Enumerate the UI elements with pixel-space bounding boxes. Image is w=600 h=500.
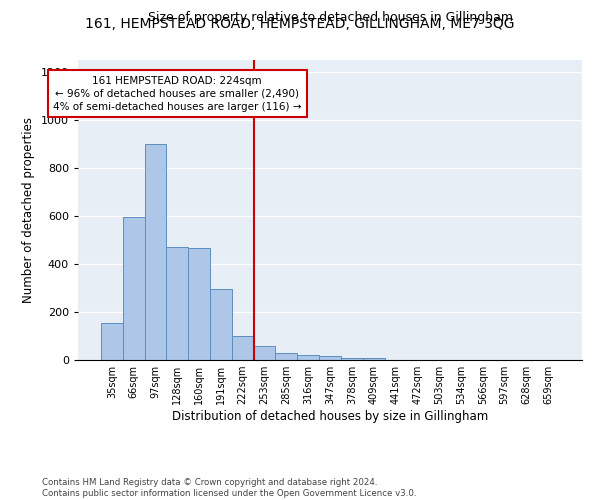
Bar xyxy=(210,289,232,360)
Bar xyxy=(101,323,123,360)
Bar xyxy=(275,354,297,360)
Text: Contains HM Land Registry data © Crown copyright and database right 2024.
Contai: Contains HM Land Registry data © Crown c… xyxy=(42,478,416,498)
Y-axis label: Number of detached properties: Number of detached properties xyxy=(22,117,35,303)
Bar xyxy=(123,217,145,360)
Bar xyxy=(319,356,341,360)
Text: 161, HEMPSTEAD ROAD, HEMPSTEAD, GILLINGHAM, ME7 3QG: 161, HEMPSTEAD ROAD, HEMPSTEAD, GILLINGH… xyxy=(85,18,515,32)
Bar xyxy=(363,358,385,360)
X-axis label: Distribution of detached houses by size in Gillingham: Distribution of detached houses by size … xyxy=(172,410,488,423)
Bar xyxy=(232,336,254,360)
Bar xyxy=(145,144,166,360)
Bar xyxy=(166,247,188,360)
Bar xyxy=(254,346,275,360)
Bar xyxy=(188,248,210,360)
Bar xyxy=(341,358,363,360)
Bar xyxy=(297,354,319,360)
Title: Size of property relative to detached houses in Gillingham: Size of property relative to detached ho… xyxy=(148,11,512,24)
Text: 161 HEMPSTEAD ROAD: 224sqm
← 96% of detached houses are smaller (2,490)
4% of se: 161 HEMPSTEAD ROAD: 224sqm ← 96% of deta… xyxy=(53,76,302,112)
